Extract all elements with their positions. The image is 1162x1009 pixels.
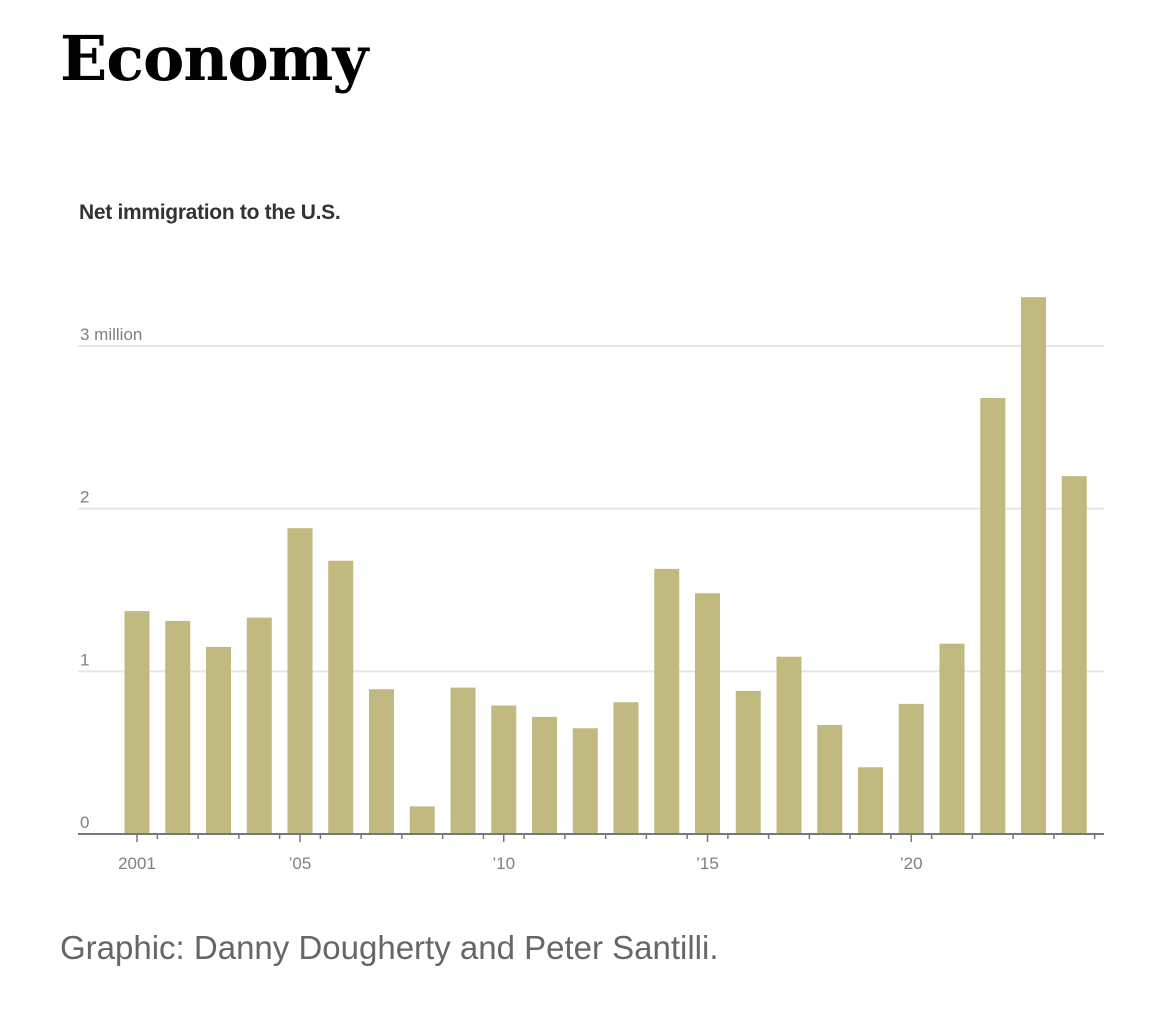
y-tick-label: 0 bbox=[80, 813, 89, 832]
y-tick-label: 2 bbox=[80, 488, 89, 507]
bar-2015 bbox=[695, 593, 720, 834]
bar-2017 bbox=[776, 656, 802, 834]
chart-title: Net immigration to the U.S. bbox=[79, 201, 341, 224]
bar-2002 bbox=[165, 620, 191, 834]
y-tick-label: 1 bbox=[80, 650, 89, 669]
bar-2013 bbox=[613, 702, 639, 834]
bar-2009 bbox=[450, 687, 476, 834]
bar-2010 bbox=[491, 705, 517, 834]
bar-2016 bbox=[735, 690, 761, 834]
x-tick-label: ’05 bbox=[289, 854, 312, 873]
x-tick-label: ’10 bbox=[492, 854, 515, 873]
bar-2004 bbox=[246, 617, 272, 834]
bar-2006 bbox=[328, 560, 354, 834]
bar-2012 bbox=[572, 728, 598, 834]
section-title: Economy bbox=[60, 22, 368, 95]
bar-2019 bbox=[858, 767, 883, 834]
bar-2021 bbox=[939, 643, 965, 834]
graphic-credit: Graphic: Danny Dougherty and Peter Santi… bbox=[60, 929, 719, 966]
y-tick-label: 3 million bbox=[80, 325, 142, 344]
bar-2008 bbox=[409, 806, 435, 834]
bar-2023 bbox=[1021, 297, 1046, 834]
bar-2011 bbox=[532, 716, 557, 834]
bar-2001 bbox=[124, 611, 150, 834]
bar-2020 bbox=[898, 703, 924, 834]
bar-2003 bbox=[206, 646, 231, 834]
bar-2024 bbox=[1061, 476, 1087, 834]
x-tick-label: ’20 bbox=[900, 854, 923, 873]
bar-2022 bbox=[980, 398, 1006, 834]
bar-2007 bbox=[369, 689, 394, 834]
bar-2014 bbox=[654, 568, 680, 834]
x-tick-label: ’15 bbox=[696, 854, 719, 873]
bar-chart: 3 million 2 1 0 2001 ’05 ’10 ’15 ’20 bbox=[78, 297, 1104, 873]
bar-2018 bbox=[817, 725, 843, 834]
bar-2005 bbox=[287, 528, 313, 834]
x-tick-label: 2001 bbox=[118, 854, 156, 873]
